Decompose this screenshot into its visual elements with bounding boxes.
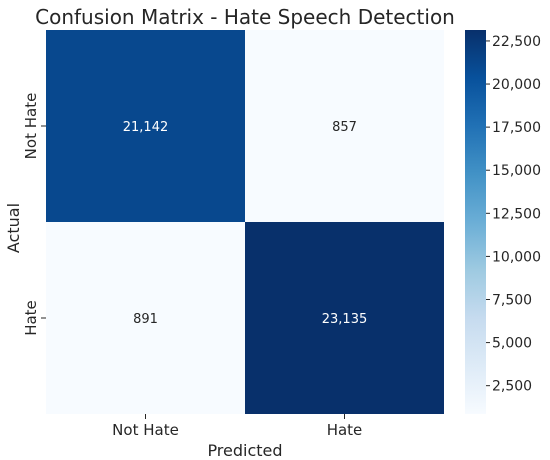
heatmap-cell-labels: 21,142 857 891 23,135 xyxy=(123,120,368,327)
heatmap-cell-label: 21,142 xyxy=(123,120,169,135)
heatmap-cell xyxy=(245,222,444,414)
heatmap-cell xyxy=(245,30,444,222)
colorbar-ticks: 2,500 5,000 7,500 10,000 12,500 15,000 17,500 2… xyxy=(486,34,541,395)
chart-title: Confusion Matrix - Hate Speech Detection xyxy=(35,5,455,29)
heatmap-cells xyxy=(46,30,444,414)
colorbar-tick-label: 10,000 xyxy=(492,249,541,265)
heatmap-cell-label: 891 xyxy=(133,312,158,327)
colorbar-tick-label: 12,500 xyxy=(492,206,541,222)
colorbar-tick-label: 2,500 xyxy=(492,379,532,395)
heatmap-cell xyxy=(46,30,245,222)
x-tick-label: Hate xyxy=(327,421,363,439)
y-axis: Not Hate Hate xyxy=(22,93,46,336)
y-axis-label: Actual xyxy=(4,203,23,253)
x-axis: Not Hate Hate xyxy=(112,414,362,439)
x-axis-label: Predicted xyxy=(207,441,282,460)
colorbar xyxy=(465,30,486,414)
colorbar-tick-label: 17,500 xyxy=(492,120,541,136)
colorbar-tick-label: 20,000 xyxy=(492,77,541,93)
x-tick-label: Not Hate xyxy=(112,421,179,439)
heatmap-cell xyxy=(46,222,245,414)
colorbar-tick-label: 22,500 xyxy=(492,34,541,50)
colorbar-tick-label: 7,500 xyxy=(492,292,532,308)
y-tick-label: Not Hate xyxy=(22,93,40,160)
heatmap-cell-label: 23,135 xyxy=(322,312,368,327)
colorbar-tick-label: 5,000 xyxy=(492,336,532,352)
heatmap-cell-label: 857 xyxy=(332,120,357,135)
y-tick-label: Hate xyxy=(22,300,40,336)
colorbar-tick-label: 15,000 xyxy=(492,163,541,179)
